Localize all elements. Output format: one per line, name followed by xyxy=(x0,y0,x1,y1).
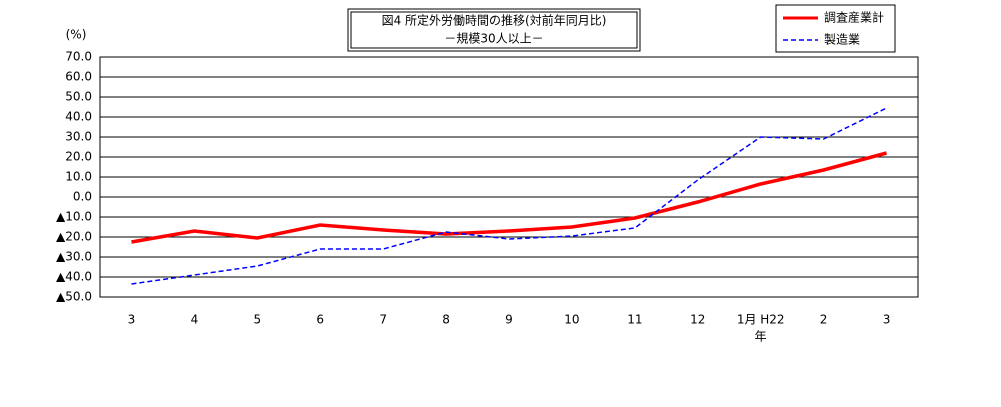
y-tick-label: 30.0 xyxy=(65,130,92,144)
x-tick-label: 11 xyxy=(627,313,642,327)
title-box-inner xyxy=(350,11,638,49)
x-tick-label: 12 xyxy=(690,313,705,327)
x-tick-label: 9 xyxy=(505,313,513,327)
y-tick-label: 50.0 xyxy=(65,90,92,104)
chart-subtitle: －規模30人以上－ xyxy=(444,31,543,46)
title-box xyxy=(347,8,641,52)
legend-label: 調査産業計 xyxy=(824,10,884,25)
x-tick-label: 5 xyxy=(253,313,261,327)
x-tick-label: 2 xyxy=(820,313,828,327)
y-tick-label: ▲40.0 xyxy=(56,270,92,284)
x-tick-label: 4 xyxy=(191,313,199,327)
y-tick-label: 70.0 xyxy=(65,50,92,64)
x-tick-label: 10 xyxy=(564,313,579,327)
chart-title: 図4 所定外労働時間の推移(対前年同月比) xyxy=(382,13,607,28)
legend-box xyxy=(775,4,896,53)
y-tick-label: 10.0 xyxy=(65,170,92,184)
x-tick-label: 7 xyxy=(379,313,387,327)
x-tick-label: 8 xyxy=(442,313,450,327)
y-tick-label: ▲30.0 xyxy=(56,250,92,264)
series-line xyxy=(131,151,887,244)
x-tick-label: 3 xyxy=(128,313,136,327)
x-tick-label: 6 xyxy=(316,313,324,327)
plot-border xyxy=(99,56,919,298)
x-tick-label: 1月 H22 xyxy=(737,313,785,327)
y-tick-label: ▲10.0 xyxy=(56,210,92,224)
y-tick-label: ▲20.0 xyxy=(56,230,92,244)
y-tick-label: ▲50.0 xyxy=(56,290,92,304)
y-tick-label: 60.0 xyxy=(65,70,92,84)
series-line xyxy=(131,107,887,285)
year-label: 年 xyxy=(755,330,767,344)
y-tick-label: 40.0 xyxy=(65,110,92,124)
legend-label: 製造業 xyxy=(824,33,860,47)
x-tick-label: 3 xyxy=(883,313,891,327)
y-unit: (%) xyxy=(66,28,87,42)
y-tick-label: 20.0 xyxy=(65,150,92,164)
y-tick-label: 0.0 xyxy=(73,190,92,204)
